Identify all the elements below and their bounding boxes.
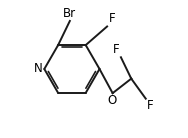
- Text: Br: Br: [63, 7, 76, 20]
- Text: N: N: [33, 63, 42, 75]
- Text: O: O: [107, 94, 117, 107]
- Text: F: F: [147, 99, 154, 112]
- Text: F: F: [113, 43, 120, 56]
- Text: F: F: [108, 12, 115, 25]
